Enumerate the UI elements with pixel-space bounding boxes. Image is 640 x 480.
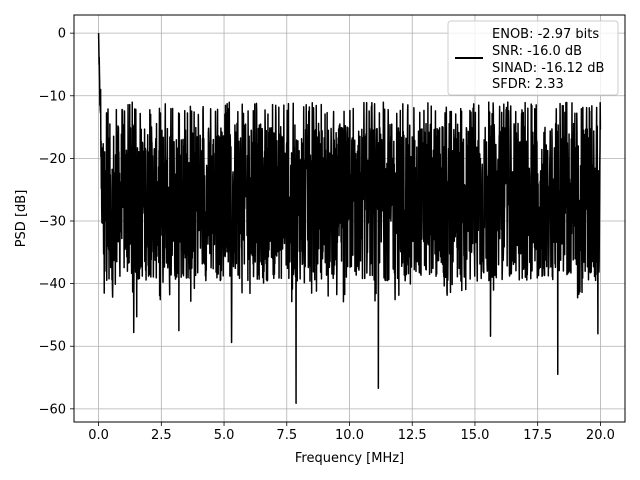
y-tick-label: −50 [39,340,66,355]
y-axis: 0 −10 −20 −30 −40 −50 −60 [39,27,74,417]
legend-box [447,20,619,96]
x-tick-label: 0.0 [88,428,109,443]
y-tick-label: −10 [39,89,66,104]
x-tick-label: 20.0 [586,428,615,443]
x-tick-label: 2.5 [151,428,172,443]
legend-line-sinad: SINAD: -16.12 dB [492,61,604,76]
legend-line-sfdr: SFDR: 2.33 [492,77,564,92]
psd-series-line [97,33,602,404]
x-axis-label: Frequency [MHz] [295,451,404,466]
legend-line-snr: SNR: -16.0 dB [492,44,582,59]
y-tick-label: −40 [39,277,66,292]
x-tick-label: 12.5 [398,428,427,443]
y-axis-label: PSD [dB] [14,190,29,248]
x-tick-label: 10.0 [335,428,364,443]
legend: ENOB: -2.97 bits SNR: -16.0 dB SINAD: -1… [447,20,619,96]
y-tick-label: −20 [39,152,66,167]
x-tick-label: 7.5 [276,428,297,443]
x-tick-label: 17.5 [523,428,552,443]
y-tick-label: 0 [58,27,66,42]
y-tick-label: −60 [39,402,66,417]
x-tick-label: 15.0 [460,428,489,443]
y-tick-label: −30 [39,215,66,230]
legend-line-enob: ENOB: -2.97 bits [492,27,599,42]
x-axis: 0.0 2.5 5.0 7.5 10.0 12.5 15.0 17.5 20.0 [88,422,615,443]
x-tick-label: 5.0 [214,428,235,443]
